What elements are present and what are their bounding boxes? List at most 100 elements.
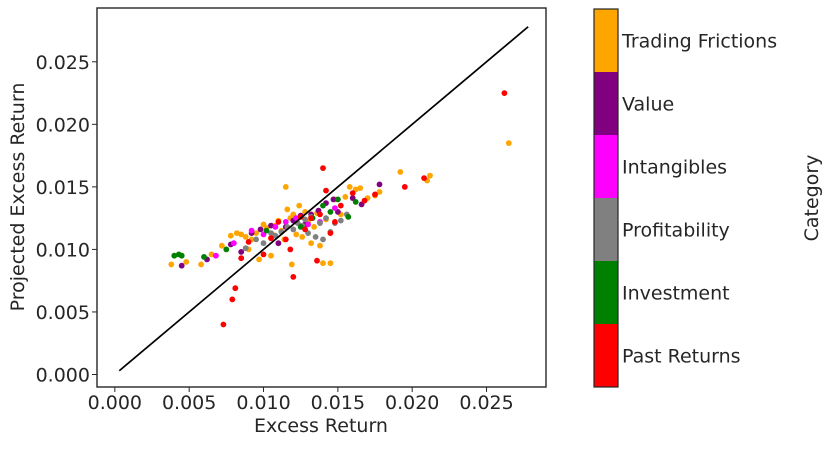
data-point-intangibles bbox=[282, 219, 289, 225]
x-tick-label: 0.020 bbox=[385, 392, 439, 414]
y-tick-label: 0.025 bbox=[36, 52, 90, 74]
data-point-trading-frictions bbox=[293, 231, 300, 238]
x-tick-label: 0.010 bbox=[236, 392, 290, 414]
data-point-trading-frictions bbox=[253, 230, 259, 237]
colorbar-segment-trading-frictions bbox=[594, 9, 618, 73]
data-point-trading-frictions bbox=[168, 261, 175, 268]
colorbar-segment-past-returns bbox=[594, 324, 618, 388]
data-point-investment bbox=[201, 254, 207, 260]
plot-frame bbox=[96, 7, 547, 388]
data-point-past-returns bbox=[260, 251, 267, 258]
colorbar-segment-value bbox=[594, 72, 618, 136]
data-point-past-returns bbox=[282, 236, 289, 243]
y-tick-label: 0.020 bbox=[36, 114, 90, 136]
data-point-profitability bbox=[302, 216, 308, 223]
data-point-past-returns bbox=[290, 274, 297, 280]
data-point-intangibles bbox=[248, 227, 255, 234]
data-point-past-returns bbox=[302, 226, 308, 233]
data-point-profitability bbox=[337, 217, 344, 224]
data-point-profitability bbox=[260, 240, 267, 247]
data-point-past-returns bbox=[245, 239, 252, 245]
data-point-profitability bbox=[320, 236, 326, 243]
colorbar-segment-intangibles bbox=[594, 135, 618, 199]
data-point-value bbox=[257, 226, 264, 233]
colorbar-label-investment: Investment bbox=[622, 283, 730, 305]
data-point-past-returns bbox=[229, 296, 236, 303]
data-point-investment bbox=[320, 202, 326, 209]
data-point-value bbox=[275, 240, 282, 247]
data-point-trading-frictions bbox=[311, 224, 317, 230]
data-point-past-returns bbox=[401, 184, 408, 190]
data-point-trading-frictions bbox=[357, 185, 364, 192]
data-point-trading-frictions bbox=[284, 206, 291, 213]
y-axis-label: Projected Excess Return bbox=[7, 83, 29, 312]
data-point-trading-frictions bbox=[256, 256, 262, 263]
data-point-trading-frictions bbox=[308, 240, 314, 247]
colorbar-label-profitability: Profitability bbox=[622, 220, 730, 242]
data-point-trading-frictions bbox=[505, 140, 512, 147]
data-point-past-returns bbox=[361, 197, 368, 204]
data-point-past-returns bbox=[327, 230, 334, 237]
colorbar-label-trading-frictions: Trading Frictions bbox=[621, 31, 777, 53]
data-point-trading-frictions bbox=[296, 202, 303, 209]
data-point-past-returns bbox=[317, 211, 323, 218]
data-point-past-returns bbox=[275, 219, 282, 225]
data-point-investment bbox=[345, 214, 352, 220]
data-point-past-returns bbox=[337, 202, 344, 209]
data-point-past-returns bbox=[220, 321, 227, 328]
data-point-past-returns bbox=[332, 219, 338, 225]
data-point-profitability bbox=[290, 226, 297, 233]
data-point-trading-frictions bbox=[198, 261, 205, 268]
data-point-past-returns bbox=[421, 175, 427, 182]
data-point-trading-frictions bbox=[346, 184, 353, 190]
data-point-investment bbox=[263, 227, 270, 234]
y-tick-label: 0.015 bbox=[36, 177, 90, 199]
data-point-intangibles bbox=[230, 240, 237, 247]
data-point-profitability bbox=[253, 236, 259, 243]
data-point-trading-frictions bbox=[208, 251, 215, 258]
data-point-trading-frictions bbox=[233, 230, 240, 237]
data-point-profitability bbox=[317, 220, 323, 227]
x-tick-label: 0.025 bbox=[459, 392, 513, 414]
data-point-trading-frictions bbox=[238, 231, 245, 238]
data-point-value bbox=[268, 222, 274, 229]
y-tick-label: 0.000 bbox=[36, 364, 90, 386]
data-point-profitability bbox=[268, 230, 274, 237]
data-point-past-returns bbox=[308, 215, 314, 222]
colorbar-labels: Trading Frictions Value Intangibles Profita… bbox=[621, 31, 777, 368]
data-point-trading-frictions bbox=[299, 234, 306, 240]
colorbar bbox=[594, 9, 618, 388]
x-axis-label: Excess Return bbox=[254, 415, 388, 437]
data-point-investment bbox=[352, 199, 359, 205]
x-tick-label: 0.000 bbox=[88, 392, 142, 414]
y-tick-label: 0.005 bbox=[36, 302, 90, 324]
data-point-past-returns bbox=[372, 191, 378, 198]
data-point-past-returns bbox=[268, 235, 274, 242]
data-point-investment bbox=[223, 246, 230, 253]
data-point-profitability bbox=[312, 234, 319, 240]
data-point-trading-frictions bbox=[327, 260, 334, 267]
colorbar-label-value: Value bbox=[622, 94, 674, 116]
data-point-trading-frictions bbox=[397, 169, 404, 175]
data-point-value bbox=[376, 181, 383, 188]
data-point-profitability bbox=[242, 245, 249, 252]
colorbar-segment-investment bbox=[594, 261, 618, 325]
data-point-past-returns bbox=[320, 165, 326, 172]
data-point-intangibles bbox=[213, 252, 219, 259]
data-point-past-returns bbox=[349, 190, 356, 197]
x-axis-ticks: 0.000 0.005 0.010 0.015 0.020 0.025 bbox=[88, 387, 514, 414]
data-point-trading-frictions bbox=[342, 194, 349, 200]
data-point-trading-frictions bbox=[427, 172, 433, 179]
data-point-intangibles bbox=[332, 205, 338, 212]
data-point-past-returns bbox=[238, 255, 245, 262]
colorbar-segment-profitability bbox=[594, 198, 618, 262]
data-point-investment bbox=[171, 252, 178, 259]
colorbar-frame bbox=[593, 8, 619, 388]
data-point-value bbox=[238, 249, 245, 255]
data-point-trading-frictions bbox=[242, 234, 249, 240]
data-point-intangibles bbox=[293, 215, 300, 222]
x-tick-label: 0.015 bbox=[311, 392, 365, 414]
data-point-value bbox=[178, 262, 185, 269]
data-point-past-returns bbox=[232, 285, 239, 292]
